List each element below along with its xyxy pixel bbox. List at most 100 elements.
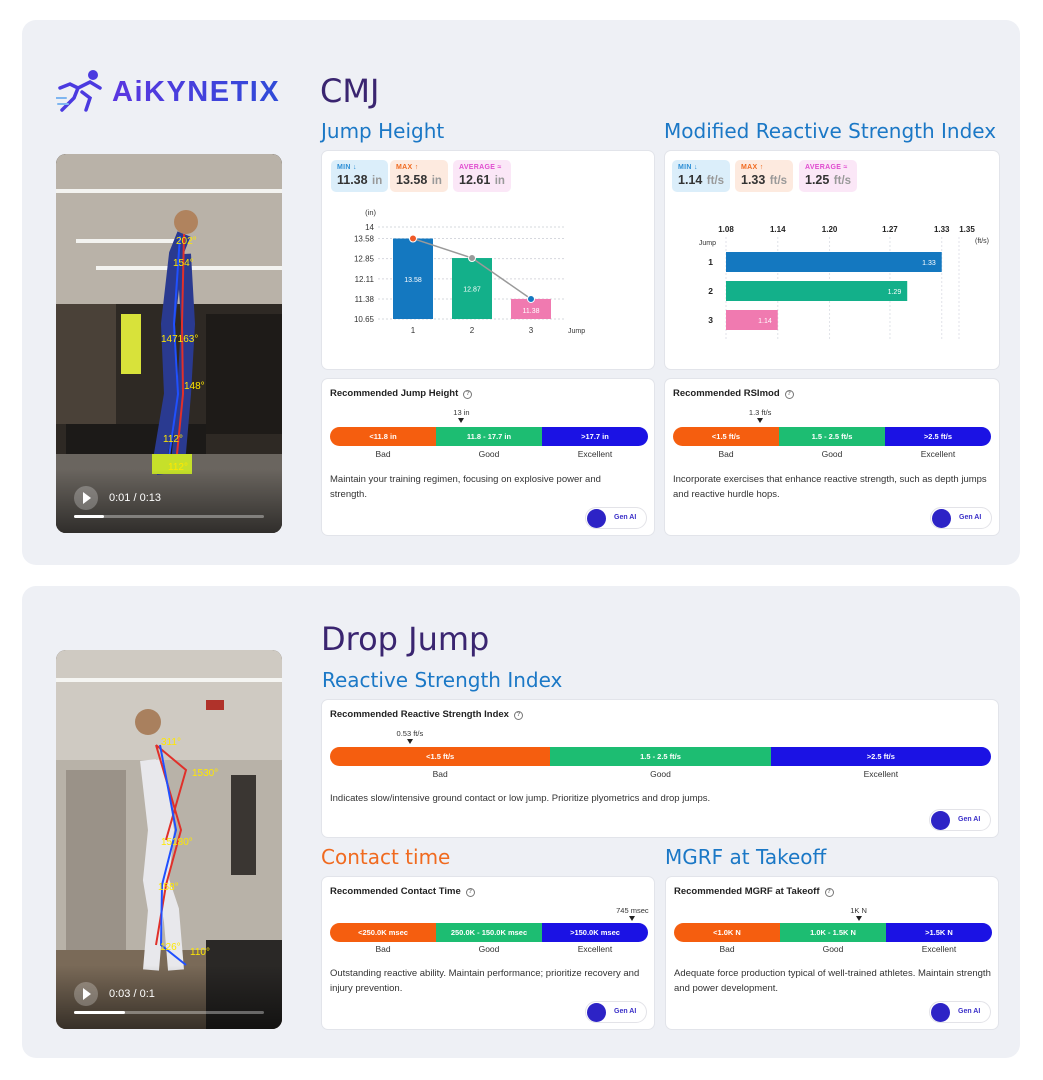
max-label: MAX ↑: [396, 164, 442, 171]
gen-ai-icon: [587, 1003, 606, 1022]
label-excellent: Excellent: [920, 449, 956, 459]
label-good: Good: [821, 449, 843, 459]
rsimod-average-stat: AVERAGE ≈ 1.25 ft/s: [799, 160, 858, 192]
range-bad: <1.0K N: [674, 923, 780, 942]
range-labels: Bad Good Excellent: [330, 944, 648, 954]
min-label-text: MIN: [337, 164, 351, 171]
rec-rsimod-title: Recommended RSImod?: [673, 388, 794, 399]
label-excellent: Excellent: [863, 769, 899, 779]
x-tick-label: 1.08: [718, 225, 734, 234]
play-button[interactable]: [74, 982, 98, 1006]
range-bad: <250.0K msec: [330, 923, 436, 942]
range-good: 1.0K - 1.5K N: [780, 923, 886, 942]
range-labels: Bad Good Excellent: [673, 449, 991, 459]
rsimod-max-value: 1.33: [741, 173, 766, 187]
help-icon[interactable]: ?: [784, 390, 794, 399]
rec-rsimod-text: Incorporate exercises that enhance react…: [673, 474, 987, 500]
range-excellent: >150.0K msec: [542, 923, 648, 942]
average-stat: AVERAGE ≈ 12.61 in: [453, 160, 511, 192]
arrow-down-icon: ↓: [352, 164, 357, 171]
marker-value: 745 msec: [616, 906, 649, 915]
y-tick-label: 10.65: [354, 315, 375, 324]
rec-mgrf-card: Recommended MGRF at Takeoff? 1K N <1.0K …: [665, 876, 999, 1030]
y-tick-label: 12.11: [355, 275, 375, 284]
rec-rsimod-card: Recommended RSImod? 1.3 ft/s <1.5 ft/s 1…: [664, 378, 1000, 536]
range-excellent: >1.5K N: [886, 923, 992, 942]
play-button[interactable]: [74, 486, 98, 510]
video-progress[interactable]: [74, 515, 264, 518]
video-progress-fill: [74, 1011, 126, 1014]
gen-ai-button[interactable]: Gen AI: [930, 507, 992, 529]
label-bad: Bad: [432, 769, 448, 779]
rsimod-min-label: MIN ↓: [678, 164, 724, 171]
video-time: 0:03 / 0:1: [109, 988, 155, 1000]
x-tick-label: 1.20: [822, 225, 838, 234]
gen-ai-label: Gen AI: [958, 1008, 981, 1015]
cmj-video-player[interactable]: 202° 154° 147163° 148° 112° 112° 0:01 / …: [56, 154, 282, 533]
drop-jump-title: Drop Jump: [321, 620, 490, 658]
range-bad: <1.5 ft/s: [673, 427, 779, 446]
svg-text:202°: 202°: [176, 236, 197, 247]
rec-rsi-card: Recommended Reactive Strength Index? 0.5…: [321, 699, 999, 838]
rec-rsi-title-text: Recommended Reactive Strength Index: [330, 709, 509, 720]
average-icon: ≈: [843, 164, 848, 171]
svg-text:110°: 110°: [190, 947, 210, 958]
rec-contact-card: Recommended Contact Time? 745 msec <250.…: [321, 876, 655, 1030]
rsimod-average-unit: ft/s: [833, 175, 852, 187]
rsimod-min-unit: ft/s: [706, 175, 725, 187]
y-axis-label: Jump: [699, 240, 716, 247]
average-label-text: AVERAGE: [459, 164, 496, 171]
bar: [726, 252, 942, 272]
help-icon[interactable]: ?: [824, 888, 834, 897]
average-icon: ≈: [497, 164, 502, 171]
gen-ai-button[interactable]: Gen AI: [929, 1001, 991, 1023]
rec-contact-title: Recommended Contact Time?: [330, 886, 475, 897]
range-excellent: >17.7 in: [542, 427, 648, 446]
gen-ai-label: Gen AI: [958, 816, 981, 823]
rsimod-max-stat: MAX ↑ 1.33 ft/s: [735, 160, 794, 192]
y-tick-label: 11.38: [355, 295, 375, 304]
help-icon[interactable]: ?: [465, 888, 475, 897]
gen-ai-button[interactable]: Gen AI: [585, 507, 647, 529]
help-icon[interactable]: ?: [463, 390, 473, 399]
x-tick-label: 1.27: [882, 225, 898, 234]
marker-arrow-icon: [855, 916, 862, 921]
drop-jump-video-player[interactable]: 311° 1530° 15180° 158° 126° 110° 0:03 / …: [56, 650, 282, 1029]
drop-jump-panel: Drop Jump 311° 1530° 15180° 158° 126° 11…: [22, 586, 1020, 1058]
max-label-text: MAX: [396, 164, 413, 171]
gen-ai-button[interactable]: Gen AI: [585, 1001, 647, 1023]
svg-text:147163°: 147163°: [161, 334, 198, 345]
bar-value-label: 1.14: [758, 318, 772, 325]
video-controls: [56, 965, 282, 1029]
label-good: Good: [650, 769, 671, 779]
gen-ai-icon: [931, 811, 950, 830]
y-tick-label: 1: [708, 257, 713, 267]
jump-height-title: Jump Height: [321, 119, 445, 143]
label-excellent: Excellent: [921, 944, 957, 954]
x-axis-label: Jump: [568, 328, 585, 335]
range-good: 1.5 - 2.5 ft/s: [779, 427, 885, 446]
marker: 1K N: [829, 906, 889, 921]
video-progress[interactable]: [74, 1011, 264, 1014]
svg-text:1530°: 1530°: [192, 768, 218, 779]
svg-text:154°: 154°: [173, 258, 194, 269]
range-good: 11.8 - 17.7 in: [436, 427, 542, 446]
label-excellent: Excellent: [577, 449, 613, 459]
average-value: 12.61: [459, 173, 491, 187]
label-good: Good: [822, 944, 844, 954]
rsimod-min-label-text: MIN: [678, 164, 692, 171]
runner-logo-icon: [56, 70, 102, 112]
trend-point: [409, 234, 417, 243]
range-labels: Bad Good Excellent: [674, 944, 992, 954]
help-icon[interactable]: ?: [513, 711, 523, 720]
average-unit: in: [494, 175, 505, 187]
range-bar: <1.5 ft/s 1.5 - 2.5 ft/s >2.5 ft/s: [673, 427, 991, 446]
arrow-down-icon: ↓: [693, 164, 698, 171]
jump-height-chart: (in) 14 13.58 12.85 12.11 11.38 10.65 13.58 1 12.…: [354, 208, 585, 335]
range-bar: <250.0K msec 250.0K - 150.0K msec >150.0…: [330, 923, 648, 942]
gen-ai-label: Gen AI: [959, 514, 982, 521]
max-value: 13.58: [396, 173, 428, 187]
min-unit: in: [372, 175, 383, 187]
gym-video-frame: 202° 154° 147163° 148° 112° 112°: [56, 154, 282, 533]
gen-ai-button[interactable]: Gen AI: [929, 809, 991, 831]
